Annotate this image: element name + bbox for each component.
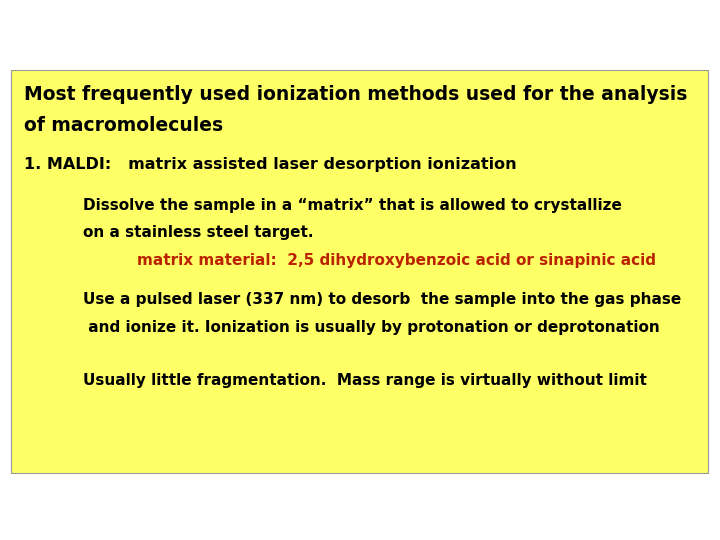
Text: Most frequently used ionization methods used for the analysis: Most frequently used ionization methods … [24, 85, 687, 104]
Text: on a stainless steel target.: on a stainless steel target. [83, 225, 313, 240]
Text: and ionize it. Ionization is usually by protonation or deprotonation: and ionize it. Ionization is usually by … [83, 320, 660, 335]
Text: Usually little fragmentation.  Mass range is virtually without limit: Usually little fragmentation. Mass range… [83, 373, 647, 388]
Text: of macromolecules: of macromolecules [24, 116, 223, 135]
Text: matrix material:  2,5 dihydroxybenzoic acid or sinapinic acid: matrix material: 2,5 dihydroxybenzoic ac… [137, 253, 656, 268]
FancyBboxPatch shape [11, 70, 708, 472]
Text: Dissolve the sample in a “matrix” that is allowed to crystallize: Dissolve the sample in a “matrix” that i… [83, 198, 621, 213]
Text: Use a pulsed laser (337 nm) to desorb  the sample into the gas phase: Use a pulsed laser (337 nm) to desorb th… [83, 292, 681, 307]
Text: 1. MALDI:   matrix assisted laser desorption ionization: 1. MALDI: matrix assisted laser desorpti… [24, 157, 516, 172]
